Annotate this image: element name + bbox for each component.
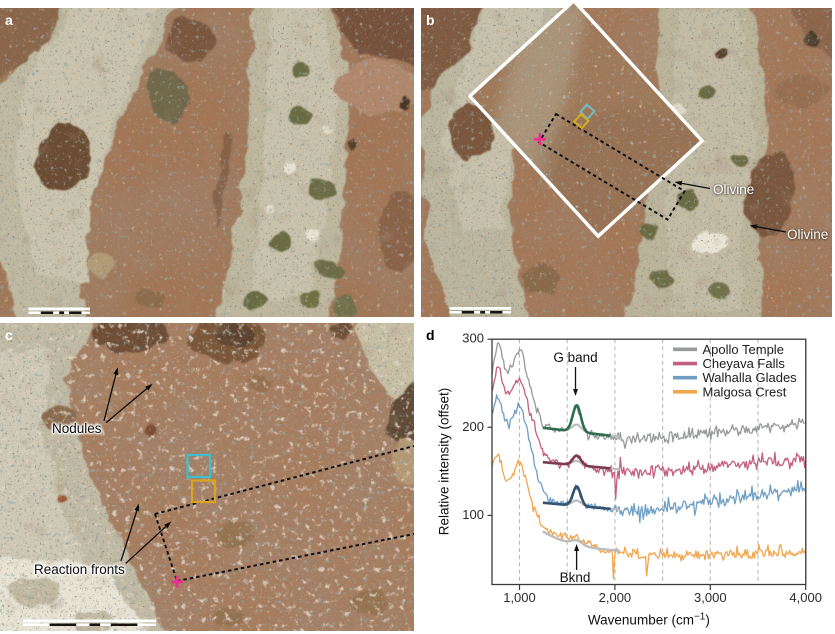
svg-text:Walhalla Glades: Walhalla Glades [703, 370, 798, 385]
svg-text:Wavenumber (cm−1): Wavenumber (cm−1) [588, 612, 710, 628]
svg-text:Malgosa Crest: Malgosa Crest [703, 384, 787, 399]
svg-text:1,000: 1,000 [503, 590, 536, 605]
svg-text:Apollo Temple: Apollo Temple [703, 342, 784, 357]
svg-text:4,000: 4,000 [789, 590, 822, 605]
svg-text:300: 300 [462, 331, 484, 346]
svg-text:200: 200 [462, 419, 484, 434]
svg-text:3,000: 3,000 [694, 590, 727, 605]
svg-text:G band: G band [553, 350, 597, 365]
svg-text:Relative intensity (offset): Relative intensity (offset) [437, 388, 452, 536]
svg-text:2,000: 2,000 [599, 590, 632, 605]
svg-text:Cheyava Falls: Cheyava Falls [703, 356, 786, 371]
svg-text:100: 100 [462, 507, 484, 522]
svg-text:Bknd: Bknd [560, 570, 591, 585]
